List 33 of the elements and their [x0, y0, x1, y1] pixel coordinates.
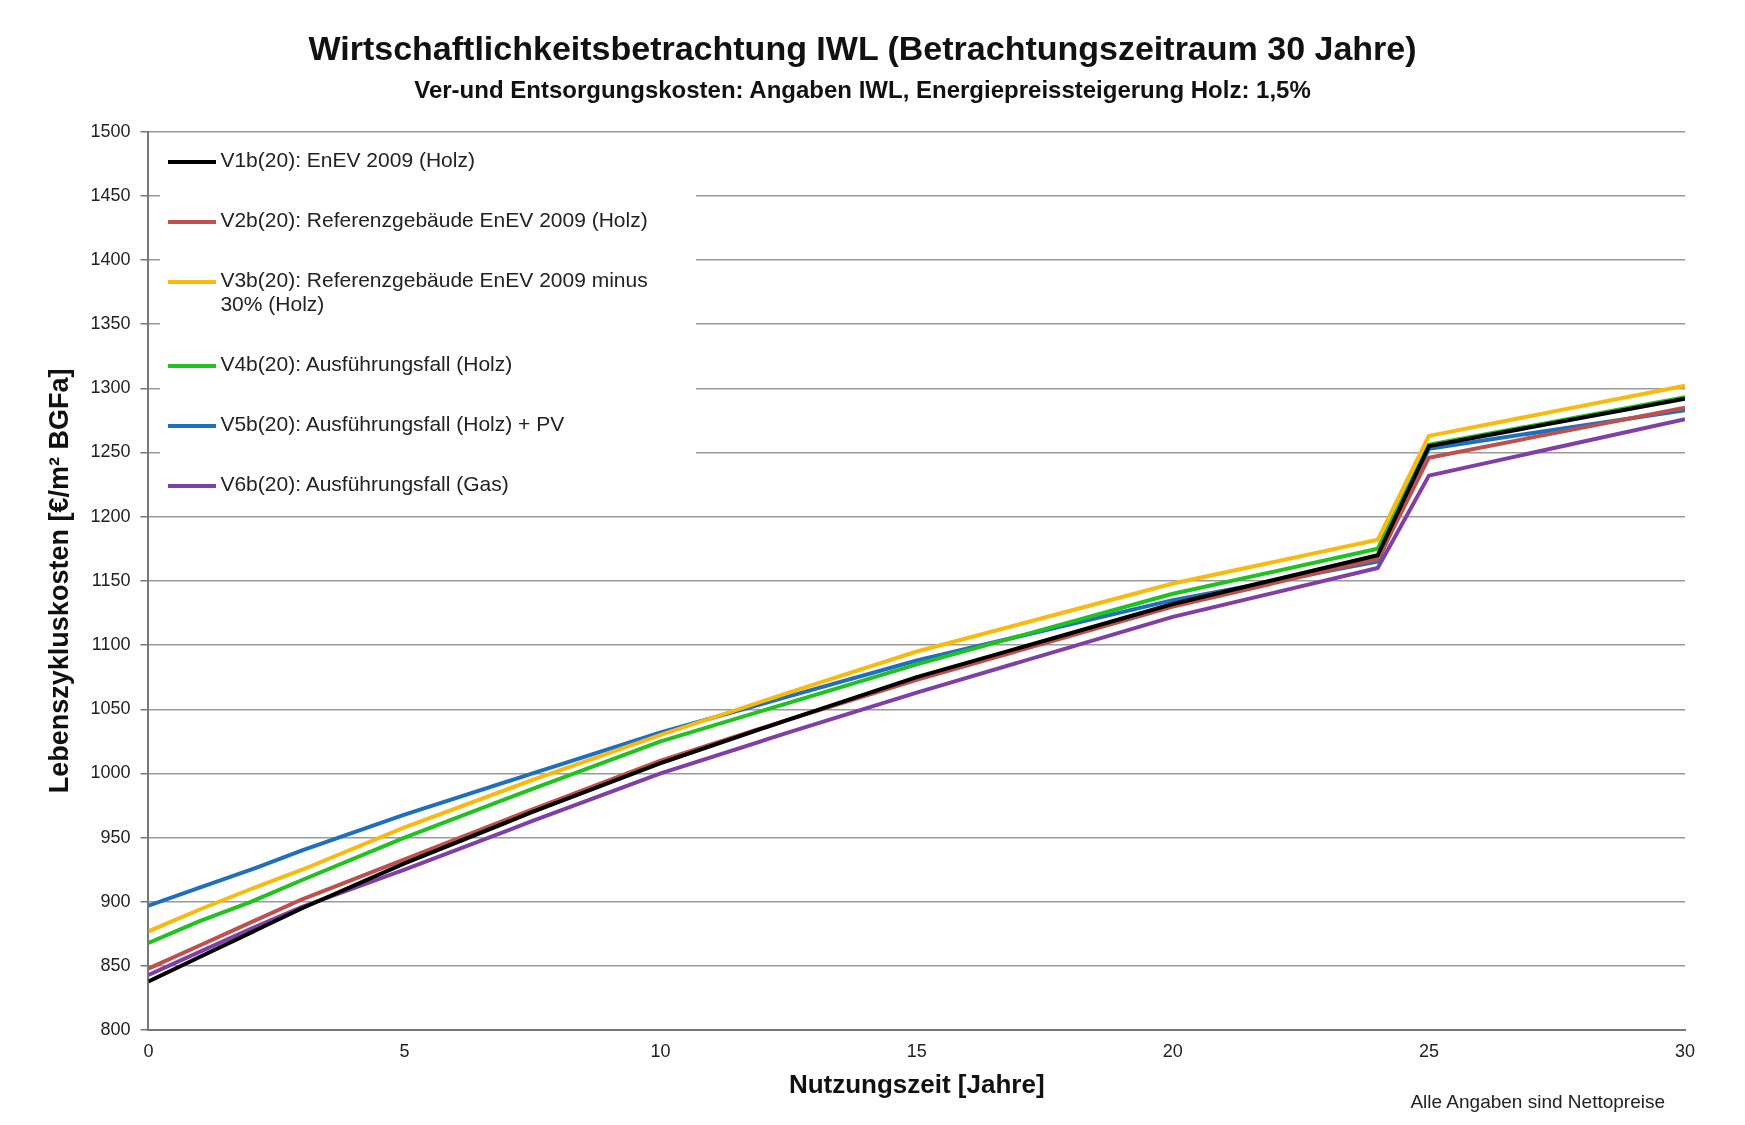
y-tick-label: 900	[100, 890, 131, 911]
legend-label: V1b(20): EnEV 2009 (Holz)	[220, 147, 475, 172]
y-tick-label: 950	[100, 826, 131, 847]
y-tick-label: 1300	[90, 377, 131, 398]
y-tick-label: 1350	[90, 313, 131, 334]
x-tick-label: 5	[399, 1040, 410, 1061]
text: Alle Angaben sind Nettopreise	[1410, 1091, 1665, 1113]
x-tick-label: 10	[650, 1040, 671, 1061]
chart-subtitle: Ver-und Entsorgungskosten: Angaben IWL, Energiepreissteigerung Holz: 1,5%	[414, 75, 1311, 103]
x-tick-label: 30	[1674, 1040, 1696, 1061]
chart-title: Wirtschaftlichkeitsbetrachtung IWL (Betrachtungszeitraum 30 Jahre)	[308, 28, 1417, 67]
y-axis-title: Lebenszykluskosten [€/m² BGFa]	[43, 368, 74, 794]
legend-label: V5b(20): Ausführungsfall (Holz) + PV	[220, 411, 565, 436]
y-tick-label: 1000	[90, 762, 131, 783]
x-tick-label: 15	[906, 1040, 927, 1061]
x-axis-title: Nutzungszeit [Jahre]	[788, 1068, 1045, 1099]
y-tick-label: 800	[100, 1019, 131, 1040]
y-tick-label: 1450	[90, 184, 131, 205]
y-tick-label: 1100	[91, 634, 131, 655]
legend-label: V2b(20): Referenzgebäude EnEV 2009 (Holz)	[220, 207, 648, 232]
y-tick-label: 1150	[91, 569, 131, 590]
legend-label: V4b(20): Ausführungsfall (Holz)	[220, 351, 513, 376]
x-tick-label: 0	[143, 1040, 154, 1061]
x-tick-label: 20	[1162, 1040, 1183, 1061]
legend-label: V3b(20): Referenzgebäude EnEV 2009 minus 30% (Holz)	[220, 267, 649, 316]
legend-label: V6b(20): Ausführungsfall (Gas)	[220, 471, 509, 496]
y-tick-label: 850	[100, 954, 131, 975]
y-tick-label: 1250	[90, 441, 131, 462]
x-tick-label: 25	[1418, 1040, 1439, 1061]
y-tick-label: 1400	[90, 248, 131, 269]
y-tick-label: 1200	[90, 505, 131, 526]
y-tick-label: 1500	[90, 120, 131, 141]
y-tick-label: 1050	[90, 698, 131, 719]
